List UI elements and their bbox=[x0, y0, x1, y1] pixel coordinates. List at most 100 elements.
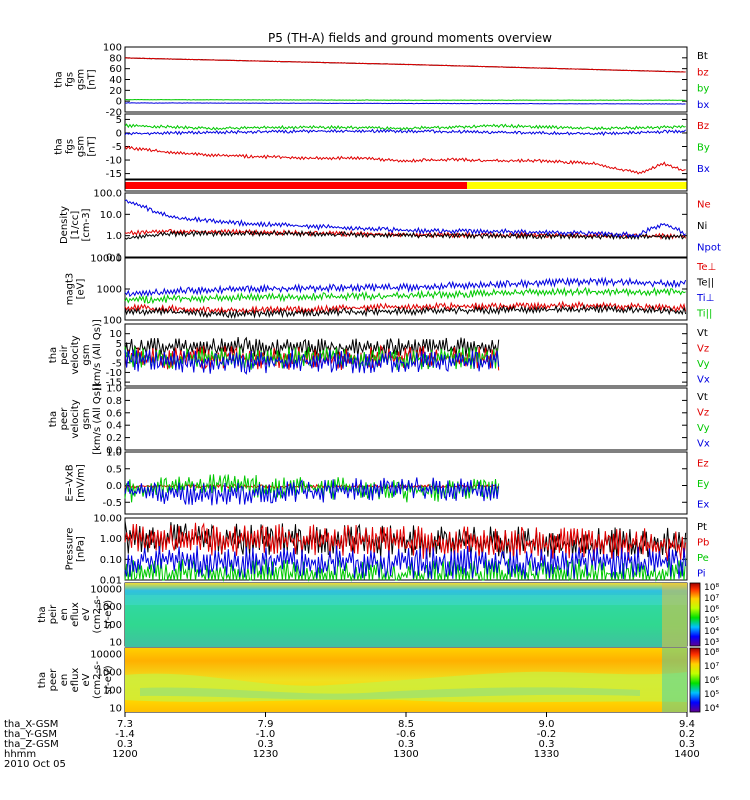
ytick-label: 20 bbox=[109, 86, 122, 97]
ylabel-line: magt3 bbox=[65, 273, 76, 306]
ylabel-line: Pressure bbox=[65, 528, 76, 571]
electron-spectrogram-edge bbox=[662, 648, 687, 712]
xaxis-row-label: tha_Y-GSM bbox=[4, 729, 57, 740]
ylabel-line: [km/s (All Qs)] bbox=[92, 319, 103, 391]
series-bz bbox=[124, 57, 686, 73]
xtick-label: 1230 bbox=[253, 749, 278, 760]
legend-entry: By bbox=[697, 143, 710, 154]
series-Pe bbox=[124, 556, 687, 582]
ylabel-line: tha bbox=[54, 138, 65, 154]
colorbars bbox=[689, 582, 701, 713]
ylabel-line: gsm bbox=[81, 344, 92, 365]
ytick-label: 10.0 bbox=[100, 210, 122, 221]
panel-frame bbox=[124, 517, 688, 581]
series-Te|| bbox=[124, 304, 687, 320]
ytick-label: 100.0 bbox=[93, 189, 122, 200]
legend-entry: Vt bbox=[697, 392, 708, 403]
ytick-label: 10000 bbox=[90, 254, 122, 265]
colorbar-tick-label: 10⁵ bbox=[704, 690, 719, 700]
ylabel-line: sr-eV) bbox=[103, 600, 114, 629]
ytick-label: 5 bbox=[116, 115, 122, 126]
ylabel-line: fgs bbox=[65, 72, 76, 87]
ylabel-line: Density bbox=[59, 206, 70, 244]
ylabel-line: gsm bbox=[81, 408, 92, 429]
xtick-label: 0.3 bbox=[398, 739, 414, 750]
colorbar-tick-label: 10⁴ bbox=[704, 704, 719, 714]
legend-entry: Ex bbox=[697, 500, 709, 511]
chart-title: P5 (TH-A) fields and ground moments over… bbox=[268, 31, 552, 45]
ylabel-line: fgs bbox=[65, 139, 76, 154]
legend-entry: Vy bbox=[697, 359, 710, 370]
series-Ti|| bbox=[124, 286, 686, 305]
ytick-label: 0.1 bbox=[106, 253, 122, 264]
ylabel-line: gsm bbox=[76, 69, 87, 90]
ytick-label: 100 bbox=[103, 620, 122, 631]
colorbar-tick-label: 10³ bbox=[704, 638, 719, 648]
ylabel-line: eV bbox=[81, 673, 92, 686]
ytick-label: 0.6 bbox=[106, 408, 122, 419]
ytick-label: 100 bbox=[103, 43, 122, 54]
colorbar-tick-label: 10⁷ bbox=[704, 594, 719, 604]
ytick-label: -5 bbox=[112, 358, 122, 369]
series-bx bbox=[124, 102, 686, 105]
series-Vy bbox=[124, 346, 500, 371]
legend-entry: Pt bbox=[697, 522, 707, 533]
xaxis-date: 2010 Oct 05 bbox=[4, 759, 66, 770]
ytick-label: -15 bbox=[106, 169, 122, 180]
panel-frame bbox=[124, 451, 688, 515]
series-Pb bbox=[124, 522, 687, 562]
ytick-label: 1000 bbox=[97, 285, 122, 296]
ylabel-line: peir bbox=[48, 604, 59, 624]
ylabel-line: [nT] bbox=[87, 136, 98, 156]
ytick-label: 10 bbox=[109, 638, 122, 649]
ytick-label: -10 bbox=[106, 156, 122, 167]
legend-entry: bz bbox=[697, 67, 709, 78]
panel-temp: 10000 1000 100 magt3 [eV] Te⊥ Te|| Ti⊥ Ti|| bbox=[65, 254, 717, 327]
ytick-label: 100 bbox=[103, 686, 122, 697]
xtick-label: 7.9 bbox=[258, 719, 274, 730]
ylabel-line: en bbox=[59, 608, 70, 621]
ytick-label: -20 bbox=[106, 108, 122, 119]
ylabel-line: tha bbox=[37, 606, 48, 622]
ytick-label: 0.0 bbox=[106, 481, 122, 492]
series-Pt bbox=[124, 520, 687, 560]
ion-spectrogram-image bbox=[125, 583, 687, 647]
ylabel-line: en bbox=[59, 674, 70, 687]
ylabel-line: [1/cc] bbox=[70, 211, 81, 240]
legend-entry: Te|| bbox=[696, 277, 714, 288]
ytick-label: 1000 bbox=[97, 668, 122, 679]
xtick-label: 1330 bbox=[534, 749, 559, 760]
ytick-label: 0.8 bbox=[106, 396, 122, 407]
xtick-label: 9.0 bbox=[539, 719, 555, 730]
xtick-label: -0.6 bbox=[396, 729, 416, 740]
ylabel-line: tha bbox=[48, 411, 59, 427]
xtick-label: 0.3 bbox=[258, 739, 274, 750]
series-Te⊥ bbox=[124, 300, 687, 316]
ylabel-line: eflux bbox=[70, 668, 81, 693]
ytick-label: 0.2 bbox=[106, 433, 122, 444]
ylabel-line: [cm-3] bbox=[81, 208, 92, 241]
ylabel-line: eV bbox=[81, 608, 92, 621]
xtick-label: 0.2 bbox=[679, 729, 695, 740]
xtick-label: 1400 bbox=[674, 749, 699, 760]
series-Bz bbox=[124, 145, 686, 175]
ytick-label: 0 bbox=[116, 97, 122, 108]
ytick-label: 40 bbox=[109, 75, 122, 86]
legend-entry: Npot bbox=[697, 242, 721, 253]
ylabel-line: gsm bbox=[76, 136, 87, 157]
ylabel-line: [mV/m] bbox=[76, 464, 87, 502]
ytick-label: -0.5 bbox=[102, 498, 122, 509]
series-by bbox=[124, 98, 686, 101]
legend-entry: Vz bbox=[697, 407, 709, 418]
colorbar-tick-label: 10⁶ bbox=[704, 676, 719, 686]
ylabel-line: [eV] bbox=[76, 279, 87, 300]
legend-entry: Vz bbox=[697, 343, 709, 354]
ytick-label: 0.10 bbox=[100, 555, 122, 566]
ytick-label: -15 bbox=[106, 378, 122, 389]
legend-entry: Vy bbox=[697, 423, 710, 434]
colorbar-tick-label: 10⁸ bbox=[704, 583, 719, 593]
xtick-label: -1.0 bbox=[256, 729, 276, 740]
